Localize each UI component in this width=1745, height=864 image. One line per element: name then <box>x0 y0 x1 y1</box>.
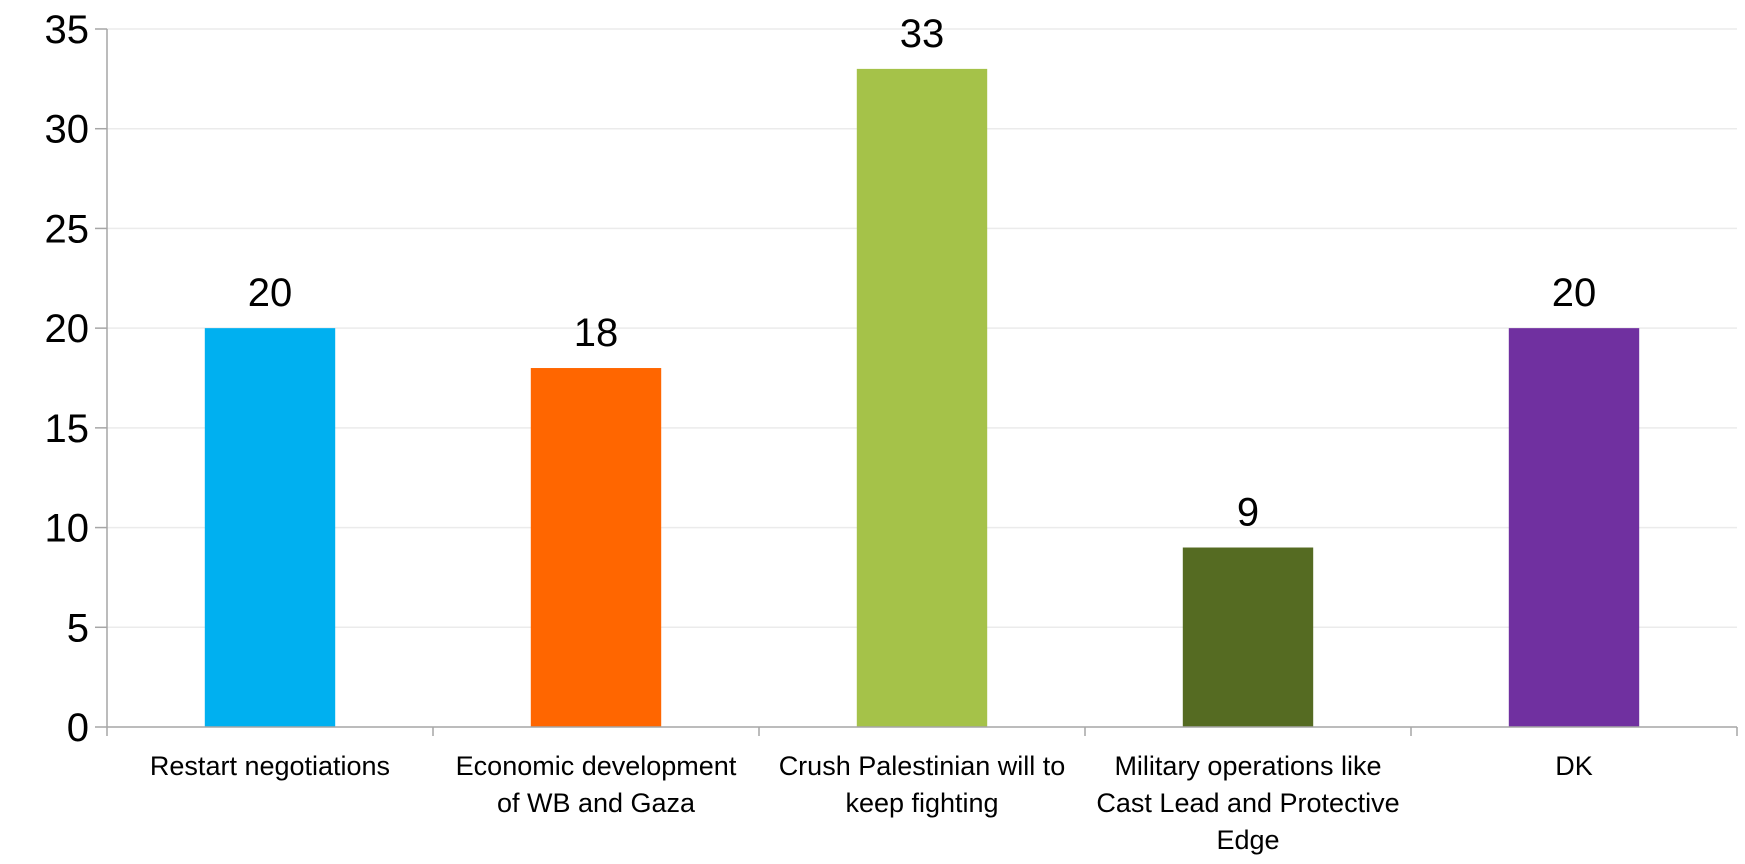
y-tick-label: 15 <box>45 407 90 451</box>
bar <box>530 368 662 727</box>
bar <box>856 68 988 727</box>
x-tick-label: Economic development of WB and Gaza <box>456 751 737 818</box>
y-tick-label: 0 <box>67 706 89 750</box>
y-axis-tick-labels: 0 5 10 15 20 25 30 35 <box>45 8 90 750</box>
y-tick-label: 5 <box>67 606 89 650</box>
x-tick-label-line: keep fighting <box>845 788 998 818</box>
bar <box>204 328 336 727</box>
x-tick-label-line: of WB and Gaza <box>497 788 696 818</box>
y-tick-label: 25 <box>45 207 90 251</box>
x-tick-label-line: DK <box>1555 751 1593 781</box>
x-tick-label: Restart negotiations <box>150 751 390 781</box>
x-tick-label-line: Edge <box>1216 825 1279 855</box>
x-tick-label-line: Restart negotiations <box>150 751 390 781</box>
x-tick-label-line: Military operations like <box>1114 751 1381 781</box>
data-label: 33 <box>900 12 945 56</box>
x-tick-label: Military operations like Cast Lead and Pr… <box>1096 751 1399 855</box>
y-tick-label: 30 <box>45 108 90 152</box>
x-tick-label: Crush Palestinian will to keep fighting <box>779 751 1066 818</box>
axes <box>95 28 1738 736</box>
y-tick-label: 35 <box>45 8 90 52</box>
x-tick-label-line: Economic development <box>456 751 737 781</box>
bars <box>204 68 1640 727</box>
data-label: 20 <box>1552 271 1597 315</box>
x-tick-label-line: Crush Palestinian will to <box>779 751 1066 781</box>
y-tick-label: 10 <box>45 507 90 551</box>
data-label: 18 <box>574 311 619 355</box>
x-tick-label-line: Cast Lead and Protective <box>1096 788 1399 818</box>
data-label: 9 <box>1237 491 1259 535</box>
data-labels: 20 18 33 9 20 <box>248 12 1597 535</box>
data-label: 20 <box>248 271 293 315</box>
x-axis-tick-labels: Restart negotiations Economic development… <box>150 751 1593 855</box>
bar <box>1508 328 1640 727</box>
y-tick-label: 20 <box>45 307 90 351</box>
bar <box>1182 547 1314 727</box>
x-tick-label: DK <box>1555 751 1593 781</box>
